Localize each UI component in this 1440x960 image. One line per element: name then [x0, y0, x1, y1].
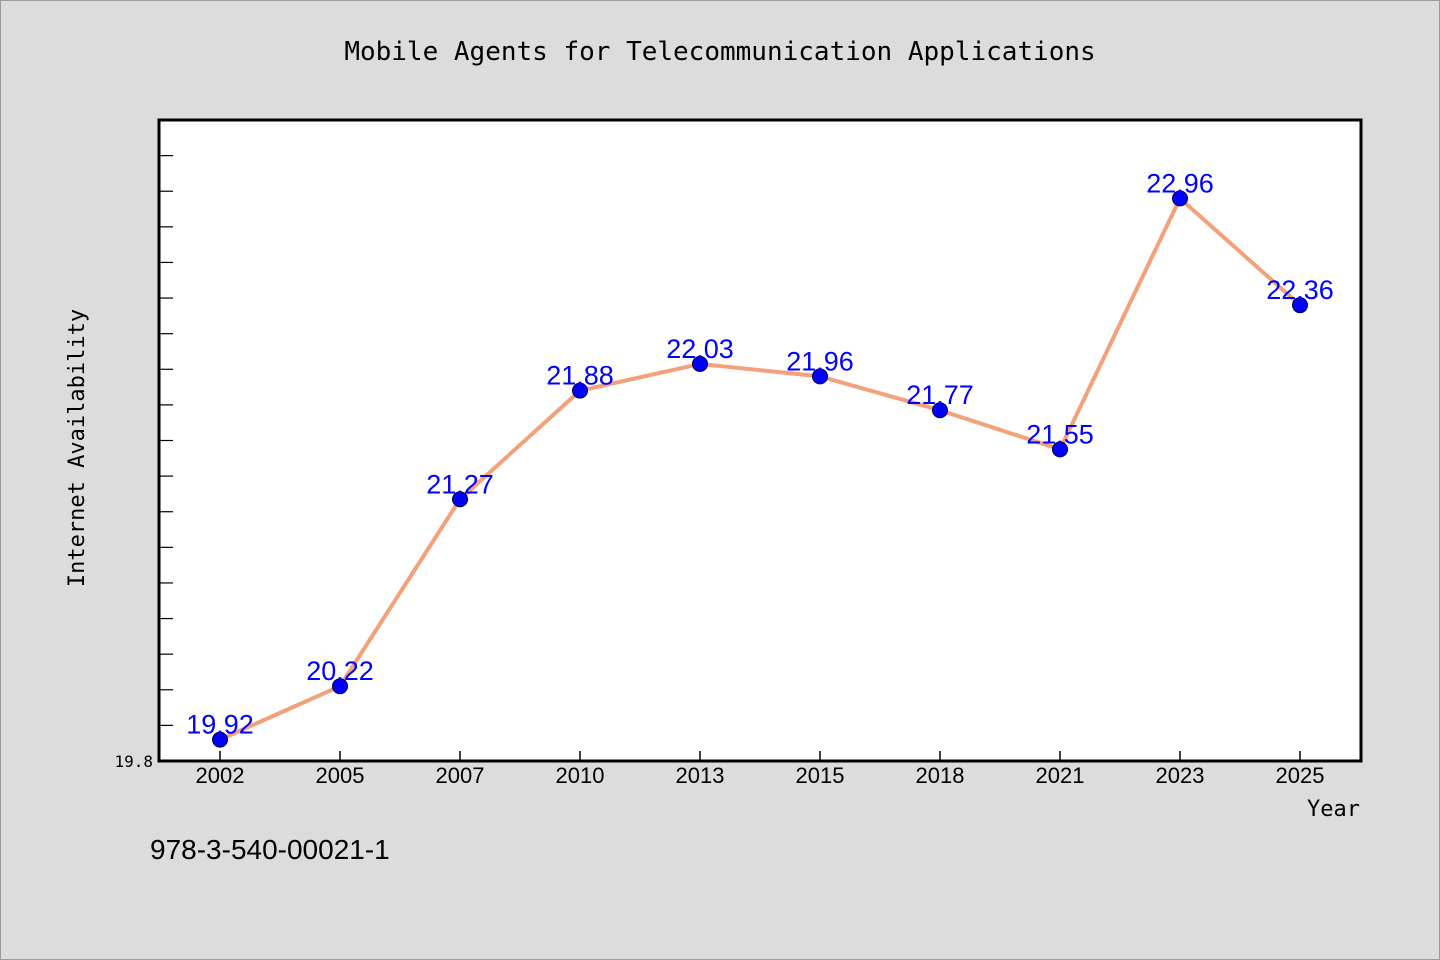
- data-point: [212, 731, 228, 748]
- x-axis-ticks: 2002 2005 2007 2010 2013 2015 2018 2021 2023 2025: [196, 751, 1325, 788]
- data-point: [1292, 297, 1308, 314]
- series-data-labels: 19.92 20.22 21.27 21.88 22.03 21.96 21.77 21.55…: [186, 168, 1334, 739]
- data-point: [332, 678, 348, 695]
- data-point: [692, 355, 708, 372]
- x-tick-label: 2018: [916, 763, 965, 788]
- data-label: 20.22: [306, 656, 374, 686]
- series-points: [212, 190, 1308, 748]
- data-point: [812, 368, 828, 385]
- y-axis-ticks: 19.8: [114, 119, 173, 771]
- series-line: [219, 196, 1302, 742]
- chart-title: Mobile Agents for Telecommunication Appl…: [344, 37, 1095, 67]
- isbn-footnote: 978-3-540-00021-1: [150, 834, 390, 865]
- x-tick-label: 2023: [1156, 763, 1205, 788]
- y-axis-label: Internet Availability: [65, 309, 90, 587]
- x-tick-label: 2010: [556, 763, 605, 788]
- data-point: [452, 491, 468, 508]
- x-axis-label: Year: [1307, 797, 1360, 822]
- x-tick-label: 2002: [196, 763, 245, 788]
- data-label: 21.96: [786, 346, 854, 376]
- data-label: 22.03: [666, 334, 734, 364]
- data-label: 21.77: [906, 380, 974, 410]
- x-tick-label: 2007: [436, 763, 485, 788]
- data-label: 21.88: [546, 361, 614, 391]
- x-tick-label: 2021: [1036, 763, 1085, 788]
- data-label: 19.92: [186, 710, 254, 740]
- data-point: [1172, 190, 1188, 207]
- x-tick-label: 2005: [316, 763, 365, 788]
- x-tick-label: 2025: [1276, 763, 1325, 788]
- data-label: 21.55: [1026, 419, 1094, 449]
- x-tick-label: 2015: [796, 763, 845, 788]
- series-lines: [219, 196, 1302, 742]
- data-point: [1052, 441, 1068, 458]
- data-point: [932, 402, 948, 419]
- data-label: 22.96: [1146, 168, 1214, 198]
- data-label: 21.27: [426, 469, 494, 499]
- data-point: [572, 382, 588, 399]
- y-tick-label: 19.8: [114, 752, 153, 771]
- data-label: 22.36: [1266, 275, 1334, 305]
- x-tick-label: 2013: [676, 763, 725, 788]
